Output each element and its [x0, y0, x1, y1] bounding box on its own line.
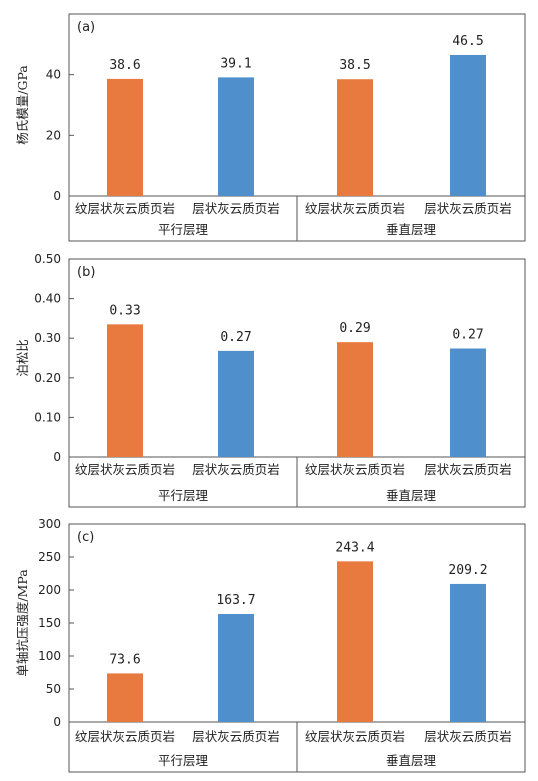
category-label: 纹层状灰云质页岩	[75, 729, 175, 744]
data-label: 163.7	[216, 593, 255, 608]
y-tick-label: 250	[38, 550, 61, 564]
y-tick-label: 300	[38, 517, 61, 531]
data-label: 38.6	[109, 58, 140, 73]
data-label: 0.29	[339, 321, 370, 336]
y-axis-title: 单轴抗压强度/MPa	[15, 569, 30, 677]
panel-label: (a)	[77, 20, 95, 35]
data-label: 73.6	[109, 652, 140, 667]
panel-label: (c)	[77, 530, 94, 545]
bar-3	[337, 561, 373, 722]
data-label: 0.27	[452, 327, 483, 342]
bar-3	[337, 342, 373, 457]
data-label: 46.5	[452, 34, 483, 49]
data-label: 38.5	[339, 58, 370, 73]
chart-panel-2: 0 0.10 0.20 0.30 0.40 0.50 0.33 纹层状灰云质页岩 0.27 层状灰…	[15, 252, 526, 508]
bar-2	[218, 77, 254, 196]
group-label: 垂直层理	[386, 222, 437, 237]
group-label: 平行层理	[158, 753, 209, 768]
bar-1	[107, 78, 143, 196]
category-label: 层状灰云质页岩	[424, 729, 512, 744]
y-tick-label: 100	[38, 649, 61, 663]
y-tick-label: 40	[46, 68, 61, 82]
category-label: 纹层状灰云质页岩	[75, 201, 175, 216]
data-label: 0.33	[109, 303, 140, 318]
y-tick-label: 0	[53, 189, 61, 203]
group-label: 平行层理	[158, 488, 209, 503]
category-label: 层状灰云质页岩	[424, 201, 512, 216]
category-label: 层状灰云质页岩	[192, 462, 280, 477]
category-label: 层状灰云质页岩	[192, 729, 280, 744]
bar-2	[218, 350, 254, 457]
bar-1	[107, 324, 143, 457]
y-tick-label: 50	[46, 682, 61, 696]
data-label: 0.27	[220, 330, 251, 345]
y-tick-label: 0.40	[34, 292, 61, 306]
y-tick-label: 200	[38, 583, 61, 597]
y-tick-label: 0.50	[34, 252, 61, 266]
chart-panel-1: 0 20 40 38.6 纹层状灰云质页岩 39.1 层状灰云质页岩 38.5 纹层状灰云质页岩…	[15, 13, 526, 242]
category-label: 层状灰云质页岩	[192, 201, 280, 216]
bar-1	[107, 673, 143, 722]
y-tick-label: 20	[46, 128, 61, 142]
panel-label: (b)	[77, 265, 95, 280]
category-label: 纹层状灰云质页岩	[75, 462, 175, 477]
y-tick-label: 150	[38, 616, 61, 630]
data-label: 39.1	[220, 56, 251, 71]
y-tick-label: 0	[53, 715, 61, 729]
category-label: 纹层状灰云质页岩	[305, 201, 405, 216]
bar-4	[450, 348, 486, 457]
y-tick-label: 0.10	[34, 410, 61, 424]
bar-3	[337, 79, 373, 196]
group-label: 平行层理	[158, 222, 209, 237]
group-label: 垂直层理	[386, 753, 437, 768]
group-label: 垂直层理	[386, 488, 437, 503]
y-tick-label: 0.20	[34, 371, 61, 385]
category-label: 层状灰云质页岩	[424, 462, 512, 477]
category-label: 纹层状灰云质页岩	[305, 462, 405, 477]
bar-2	[218, 613, 254, 722]
data-label: 209.2	[448, 563, 487, 578]
y-axis-title: 泊松比	[15, 339, 30, 377]
bar-4	[450, 583, 486, 722]
bar-4	[450, 54, 486, 197]
category-label: 纹层状灰云质页岩	[305, 729, 405, 744]
y-tick-label: 0.30	[34, 331, 61, 345]
y-tick-label: 0	[53, 450, 61, 464]
chart-panel-3: 0 50 100 150 200 250 300 73.6 纹层状灰云质页岩 163.7 层状灰云质…	[15, 517, 526, 773]
y-axis-title: 杨氏模量/GPa	[15, 65, 30, 145]
data-label: 243.4	[335, 540, 374, 555]
